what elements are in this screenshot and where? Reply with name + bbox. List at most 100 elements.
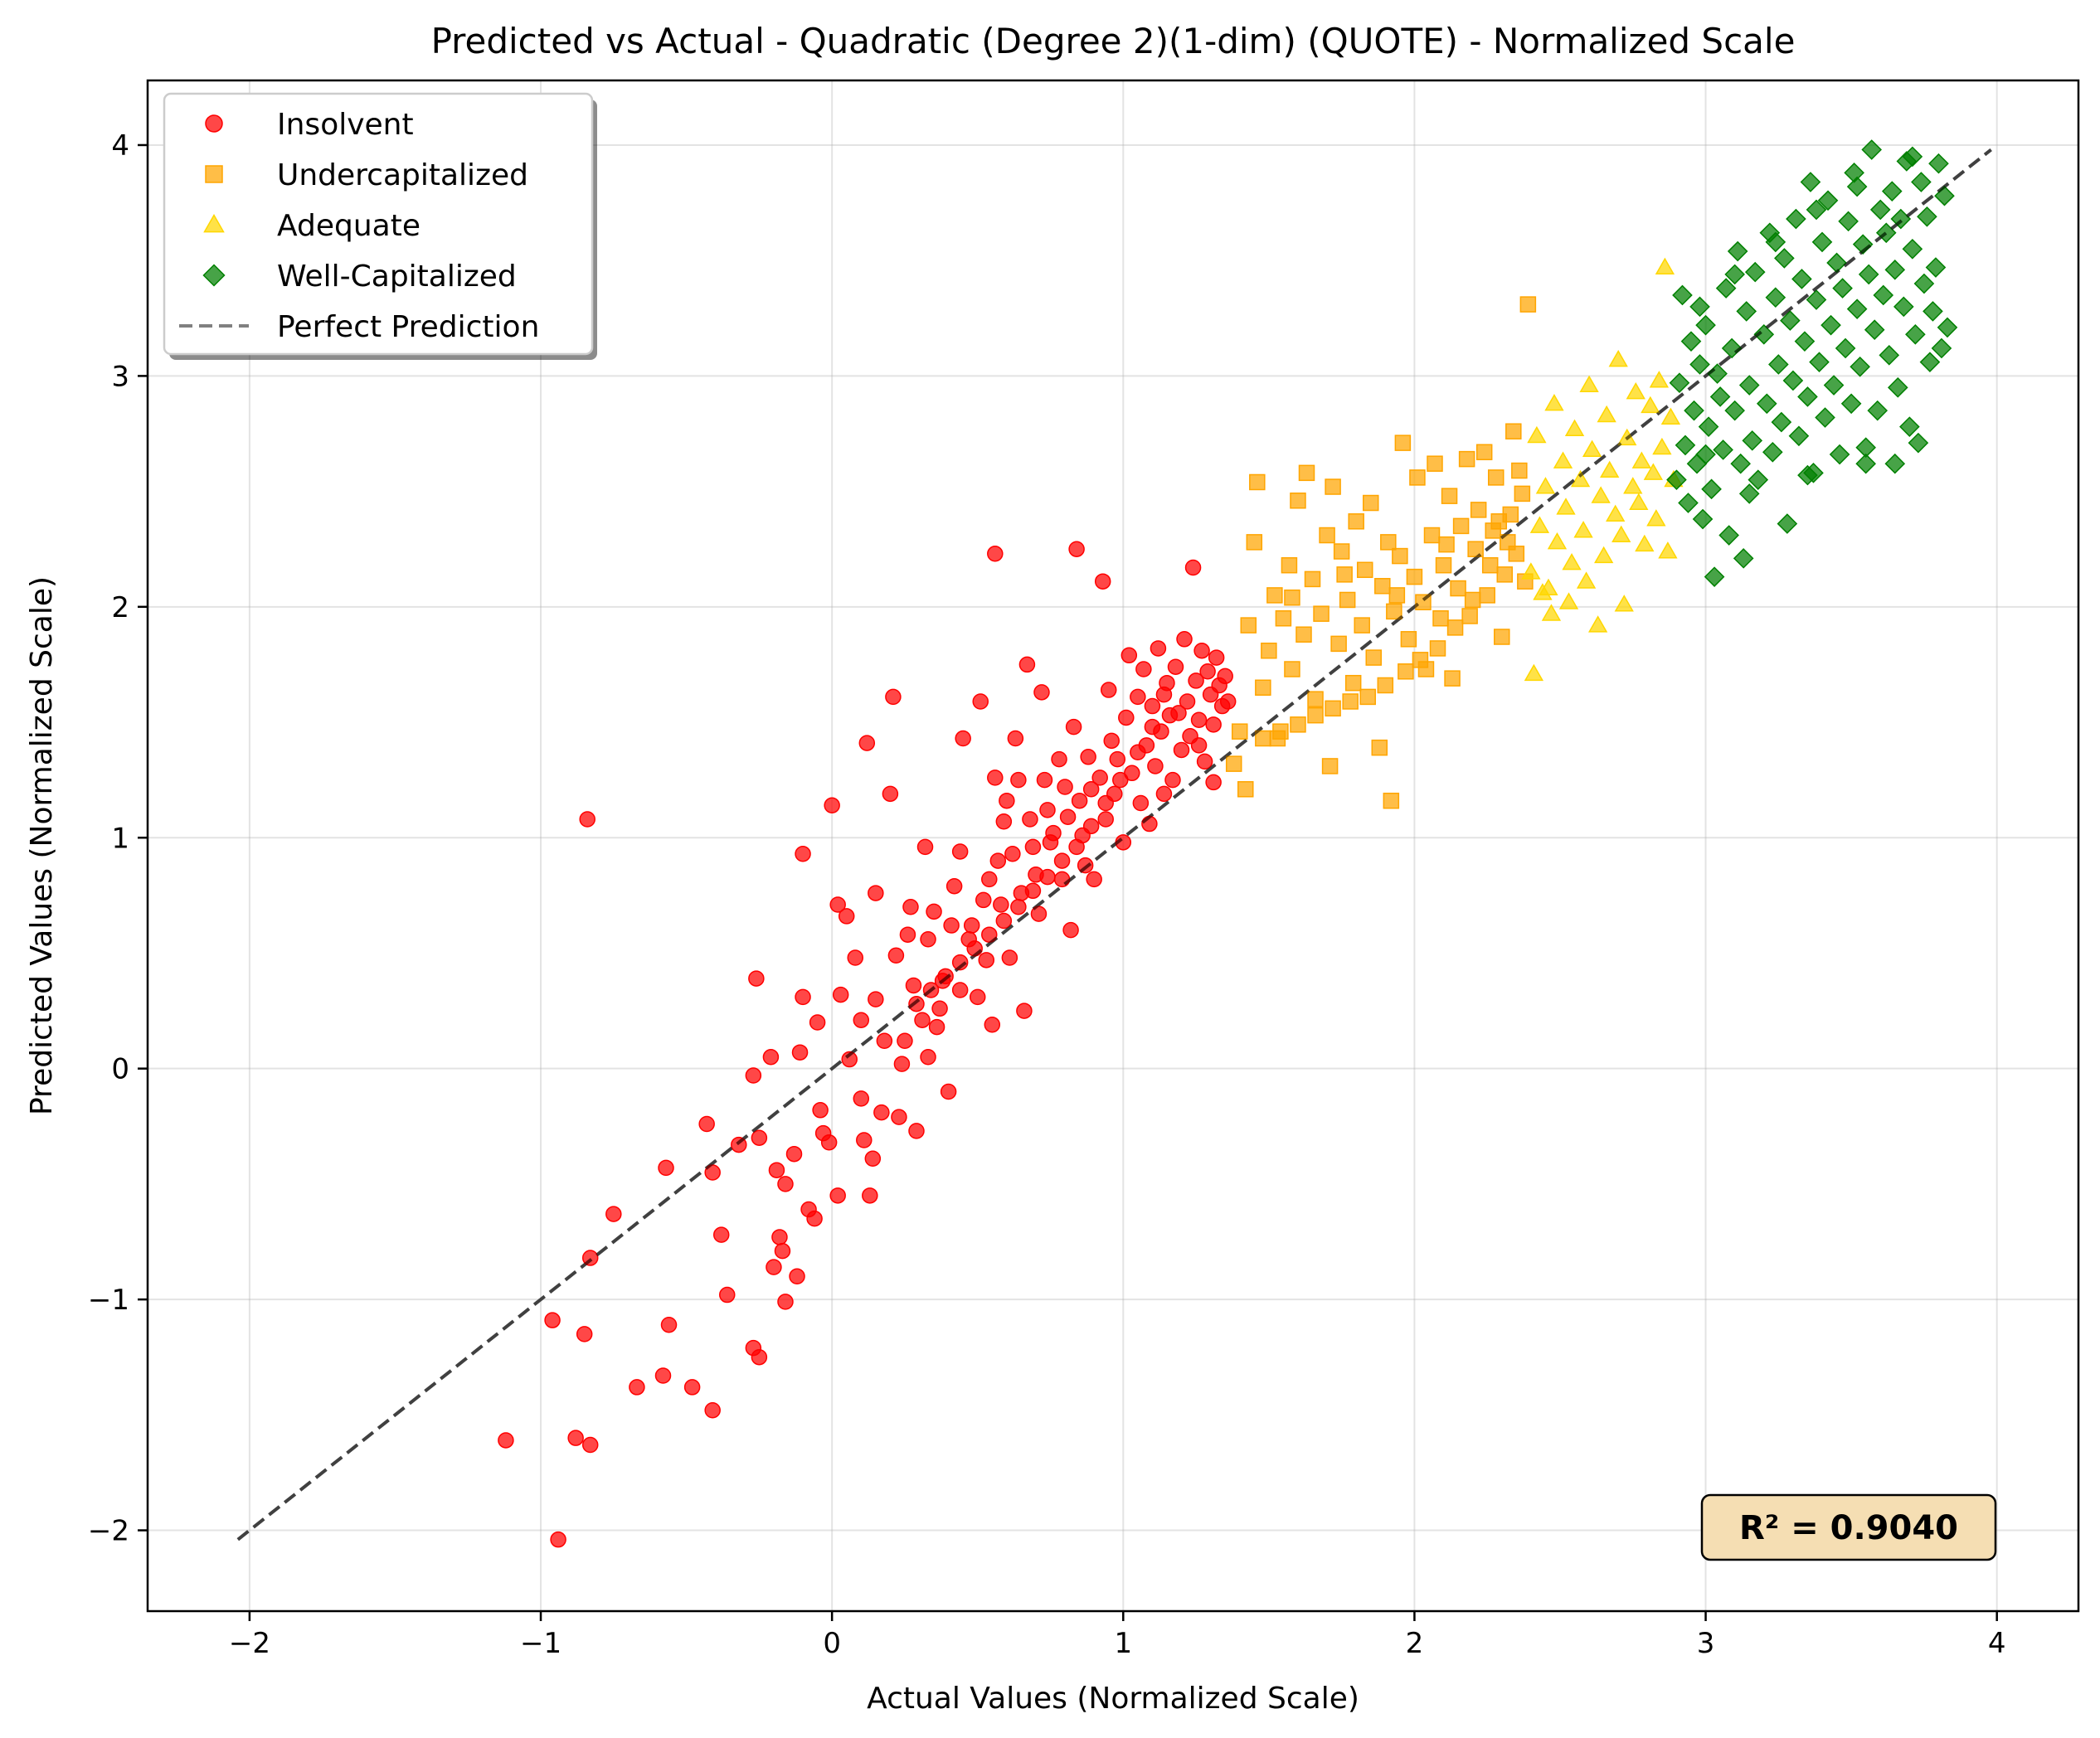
well-capitalized-point [1709,386,1731,407]
well-capitalized-point [1701,478,1722,500]
undercapitalized-point [1427,455,1443,472]
insolvent-point [972,693,989,710]
well-capitalized-point [1765,231,1786,253]
well-capitalized-point [1884,453,1906,474]
undercapitalized-point [1363,494,1379,512]
insolvent-point [1024,882,1042,900]
insolvent-point [1170,705,1187,721]
insolvent-point [1147,758,1164,774]
insolvent-point [893,1056,911,1072]
insolvent-point [1057,779,1073,795]
adequate-point [1658,541,1678,559]
well-capitalized-point [1678,493,1699,513]
well-capitalized-point [1782,370,1804,391]
undercapitalized-point [1371,739,1388,756]
well-capitalized-point [1695,314,1716,336]
well-capitalized-point [1887,377,1908,398]
axis-ticks: −2 −1 0 1 2 3 4 −2 −1 0 1 2 3 4 [88,129,2006,1660]
undercapitalized-point [1409,469,1426,486]
insolvent-point [1059,808,1077,825]
insolvent-point [1135,661,1152,677]
adequate-point [1587,615,1608,633]
undercapitalized-point [1365,649,1383,666]
insolvent-point [1094,573,1111,590]
well-capitalized-point [1704,566,1725,587]
insolvent-point [1208,649,1225,666]
well-capitalized-point [1925,257,1947,278]
undercapitalized-point [1339,591,1356,609]
undercapitalized-point [1356,561,1373,579]
adequate-point [1600,460,1620,478]
undercapitalized-point [1514,485,1531,502]
undercapitalized-point [1342,693,1359,710]
undercapitalized-point [1321,758,1339,774]
insolvent-point [1144,718,1161,735]
undercapitalized-point [1490,513,1507,530]
undercapitalized-point [1295,626,1312,643]
insolvent-point [1010,899,1027,915]
well-capitalized-point [1718,525,1739,546]
undercapitalized-point [1246,534,1263,551]
insolvent-point [1217,668,1233,685]
undercapitalized-point [1231,723,1248,740]
undercapitalized-point [1225,755,1242,772]
well-capitalized-point [1899,416,1920,437]
insolvent-point [751,1129,768,1146]
well-capitalized-point [1884,260,1906,280]
insolvent-point [1219,693,1237,710]
undercapitalized-point [1290,492,1306,509]
insolvent-point [916,838,934,856]
well-capitalized-point [1748,469,1769,490]
undercapitalized-point [1272,723,1289,740]
undercapitalized-point [1464,591,1481,609]
undercapitalized-point [1438,536,1455,553]
insolvent-point [1007,730,1024,747]
insolvent-point [1179,693,1196,710]
undercapitalized-point [1307,691,1324,707]
undercapitalized-point [1330,635,1347,653]
insolvent-point [791,1044,809,1061]
y-tick-label: 2 [111,591,129,624]
adequate-point [1635,534,1655,552]
undercapitalized-point [1319,527,1335,544]
insolvent-point [914,1012,931,1028]
insolvent-point [785,1145,803,1163]
insolvent-point [995,813,1013,830]
adequate-point [1597,405,1616,423]
x-axis-label: Actual Values (Normalized Scale) [867,1682,1359,1716]
well-capitalized-point [1840,393,1862,415]
insolvent-point [498,1432,514,1449]
undercapitalized-point [1470,502,1487,518]
insolvent-point [931,1000,948,1017]
insolvent-point [1205,716,1222,733]
y-tick-label: 1 [111,822,129,855]
insolvent-point [1100,682,1117,698]
adequate-point [1614,595,1634,612]
undercapitalized-point [1487,469,1505,486]
adequate-point [1562,553,1582,570]
undercapitalized-point [1281,556,1298,574]
perfect-prediction-line-overlay [236,148,1992,1541]
well-capitalized-point [1666,469,1687,490]
well-capitalized-point [1846,176,1868,197]
legend-label: Well-Capitalized [277,260,517,294]
insolvent-point [1164,771,1181,789]
well-capitalized-point [1923,301,1943,322]
insolvent-point [820,1134,838,1151]
undercapitalized-point [1307,706,1324,724]
adequate-point [1611,525,1631,543]
well-capitalized-point [1913,273,1935,294]
insolvent-point [940,1083,957,1100]
adequate-point [1606,504,1626,522]
undercapitalized-point [1255,679,1271,697]
adequate-point [1573,521,1593,538]
grid-lines [148,80,2078,1611]
insolvent-point [1132,794,1150,812]
well-capitalized-point [1838,211,1859,232]
insolvent-point [873,1104,890,1121]
insolvent-point [868,885,884,901]
well-capitalized-point [1850,356,1870,377]
well-capitalized-point [1811,231,1833,253]
insolvent-point [876,1032,893,1050]
insolvent-point [795,988,811,1006]
